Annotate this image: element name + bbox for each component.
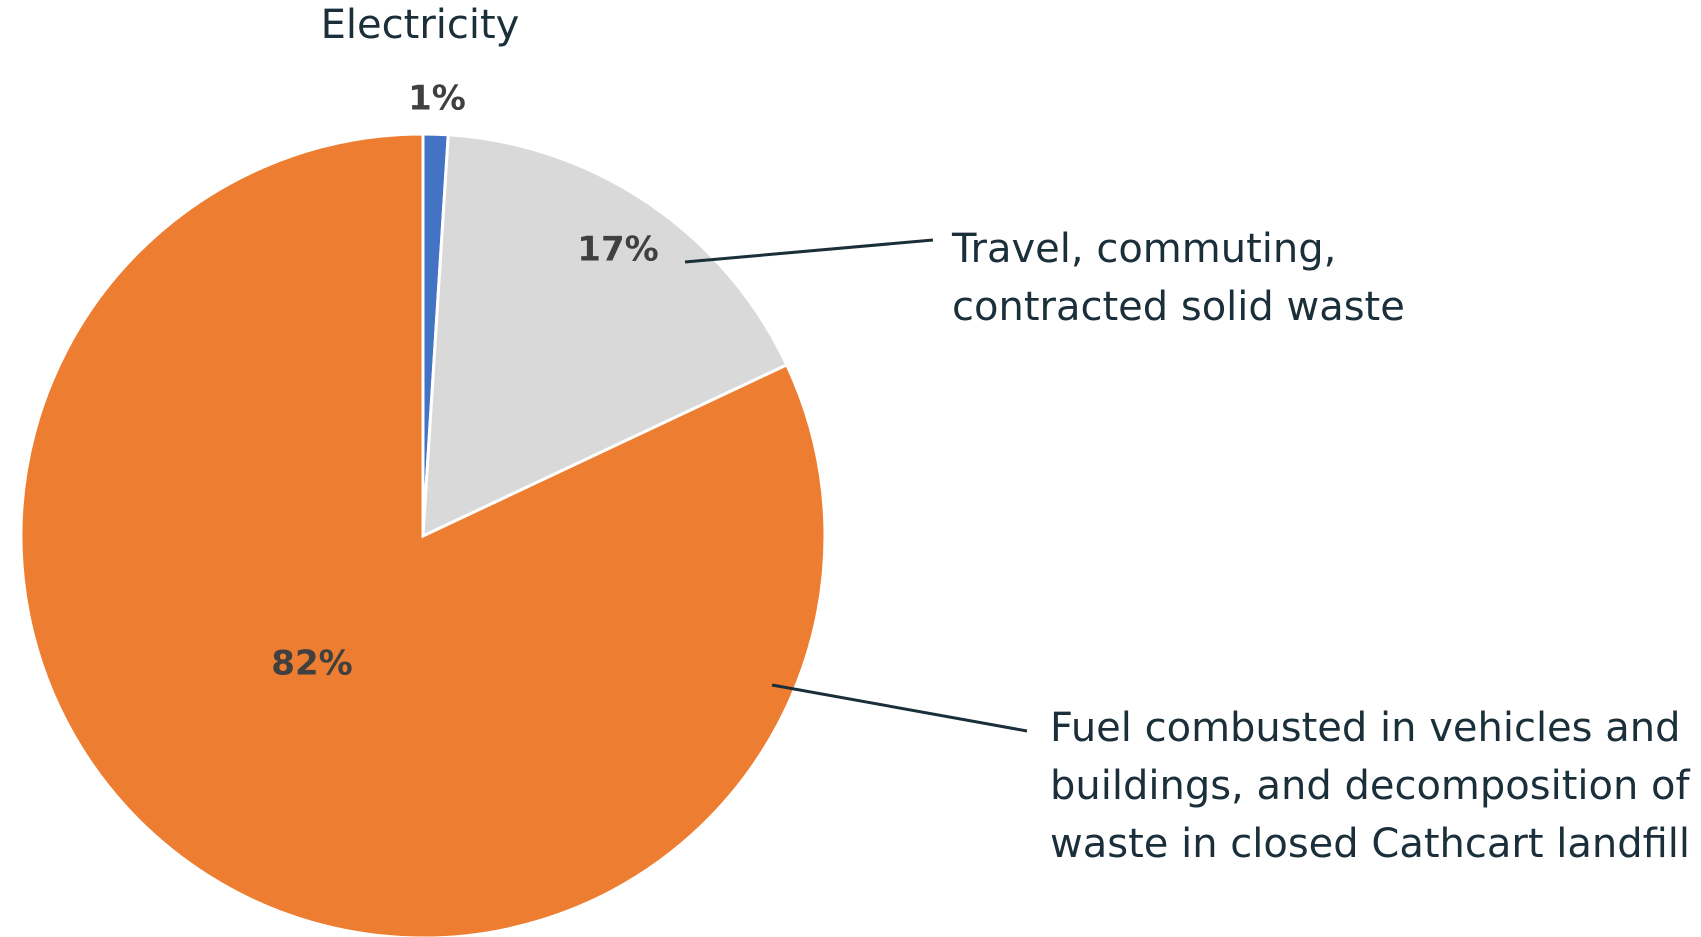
leader-line xyxy=(684,238,934,264)
category-label: Travel, commuting, contracted solid waste xyxy=(951,226,1405,330)
label-line: waste in closed Cathcart landfill xyxy=(1050,821,1690,867)
label-line: Travel, commuting, xyxy=(951,226,1336,272)
pie-slice xyxy=(19,132,827,937)
leader-line xyxy=(771,683,1028,733)
category-label: Fuel combusted in vehicles and buildings,… xyxy=(1050,705,1691,867)
label-line: contracted solid waste xyxy=(952,284,1405,330)
data-label: 1% xyxy=(408,79,466,119)
label-line: Fuel combusted in vehicles and xyxy=(1050,705,1680,751)
data-label: 17% xyxy=(577,230,658,270)
pie-slice xyxy=(421,133,789,539)
label-line: buildings, and decomposition of xyxy=(1050,763,1691,809)
data-label: 82% xyxy=(271,644,352,684)
category-label: Electricity xyxy=(321,2,520,48)
label-line: Electricity xyxy=(321,2,520,48)
